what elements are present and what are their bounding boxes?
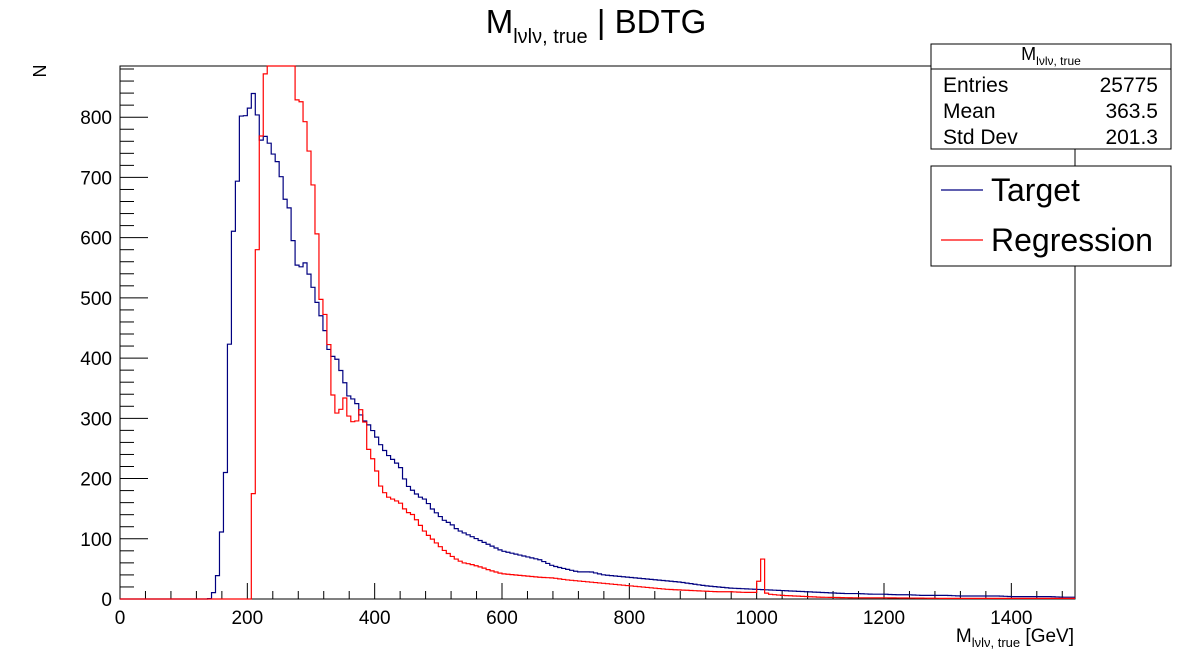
x-axis-label-main: M	[956, 626, 972, 647]
chart-title: Mlνlν, true | BDTG	[486, 3, 707, 48]
chart-title-sub: lνlν, true	[513, 26, 587, 48]
chart-title-main: M	[486, 3, 514, 40]
x-tick-label: 1400	[990, 608, 1032, 629]
legend-label-regression: Regression	[991, 222, 1153, 258]
chart-title-suffix: | BDTG	[588, 3, 707, 40]
y-tick-label: 700	[80, 168, 112, 189]
stats-title-sub: lνlν, true	[1036, 54, 1081, 68]
x-tick-label: 1000	[736, 608, 778, 629]
y-tick-label: 500	[80, 289, 112, 310]
series-regression-line	[120, 65, 1075, 600]
x-tick-label: 800	[613, 608, 645, 629]
y-tick-label: 800	[80, 108, 112, 129]
x-tick-label: 400	[359, 608, 391, 629]
stats-label-mean: Mean	[943, 100, 996, 123]
x-axis-label-group: Mlνlν, true [GeV]	[956, 626, 1074, 650]
y-tick-label: 400	[80, 349, 112, 370]
y-axis-label: N	[30, 65, 50, 78]
series-layer	[120, 65, 1075, 600]
legend-frame	[930, 165, 1172, 267]
y-tick-label: 300	[80, 409, 112, 430]
stats-box: Mlνlν, true Entries 25775 Mean 363.5 Std…	[930, 43, 1172, 150]
x-tick-label: 200	[231, 608, 263, 629]
svg-text:Mlνlν, true [GeV]: Mlνlν, true [GeV]	[956, 626, 1074, 650]
x-axis-label-sub: lνlν, true	[972, 635, 1020, 650]
stats-value-entries: 25775	[1100, 74, 1158, 97]
y-tick-label: 200	[80, 470, 112, 491]
legend-label-target: Target	[991, 172, 1080, 208]
x-tick-label: 0	[115, 608, 126, 629]
stats-value-mean: 363.5	[1105, 100, 1158, 123]
x-tick-label: 1200	[863, 608, 905, 629]
series-target-line	[120, 92, 1075, 600]
y-tick-label: 600	[80, 229, 112, 250]
y-tick-label: 0	[101, 590, 112, 611]
y-axis-label-group: N	[30, 65, 50, 78]
stats-box-frame	[930, 43, 1172, 150]
legend: Target Regression	[930, 165, 1172, 267]
svg-text:Mlνlν, true | BDTG: Mlνlν, true | BDTG	[486, 3, 707, 48]
axis-ticks: 0 200 400 600 800 1000 1200 1400 0 100 200 300 400 50…	[80, 68, 1063, 629]
stats-label-entries: Entries	[943, 74, 1008, 97]
plot-frame	[119, 65, 1076, 600]
x-tick-label: 600	[486, 608, 518, 629]
stats-title-main: M	[1021, 44, 1036, 64]
stats-value-stddev: 201.3	[1105, 126, 1158, 149]
stats-label-stddev: Std Dev	[943, 126, 1018, 149]
x-axis-label-suffix: [GeV]	[1020, 626, 1074, 647]
y-tick-label: 100	[80, 530, 112, 551]
svg-text:Mlνlν, true: Mlνlν, true	[1021, 44, 1081, 68]
